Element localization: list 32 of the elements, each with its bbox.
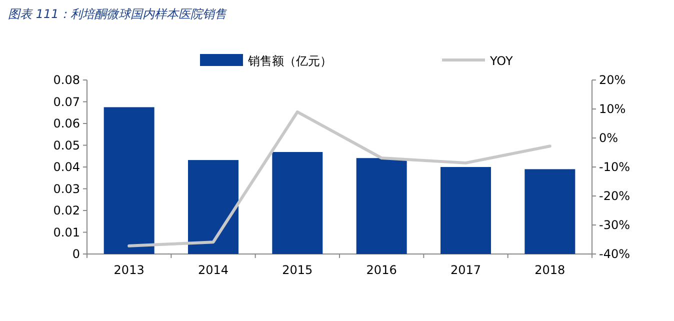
y2-tick-label: 10% [599,102,626,116]
y-tick-label: 0 [72,247,80,261]
legend-label: 销售额（亿元） [247,54,332,68]
x-tick-label: 2016 [366,263,397,277]
y2-tick-label: -10% [599,160,630,174]
y-tick-label: 0.06 [53,116,80,130]
bar [272,152,323,254]
bar [104,107,154,254]
y2-tick-label: -30% [599,218,630,232]
legend-label: YOY [489,54,514,68]
y-tick-label: 0.07 [53,94,80,109]
chart-title: 图表 111：利培酮微球国内样本医院销售 [8,7,228,21]
y2-tick-label: 20% [599,73,626,87]
y2-tick-label: 0% [599,131,618,145]
bar [524,169,576,254]
y-tick-label: 0.05 [53,138,80,152]
x-tick-label: 2018 [534,263,566,277]
bar [356,158,407,254]
x-tick-label: 2014 [198,263,229,277]
y-tick-label: 0.02 [53,204,80,218]
y2-tick-label: -20% [599,189,630,203]
x-tick-label: 2017 [450,263,482,277]
y-tick-label: 0.03 [53,182,80,196]
y-tick-label: 0.04 [53,160,80,174]
y-tick-label: 0.01 [53,225,80,240]
bar [188,160,238,254]
x-tick-label: 2013 [114,263,144,277]
x-tick-label: 2015 [282,263,313,277]
bar [440,167,491,254]
line-series [128,110,552,248]
y-tick-label: 0.08 [53,73,80,87]
y2-tick-label: -40% [599,247,630,261]
